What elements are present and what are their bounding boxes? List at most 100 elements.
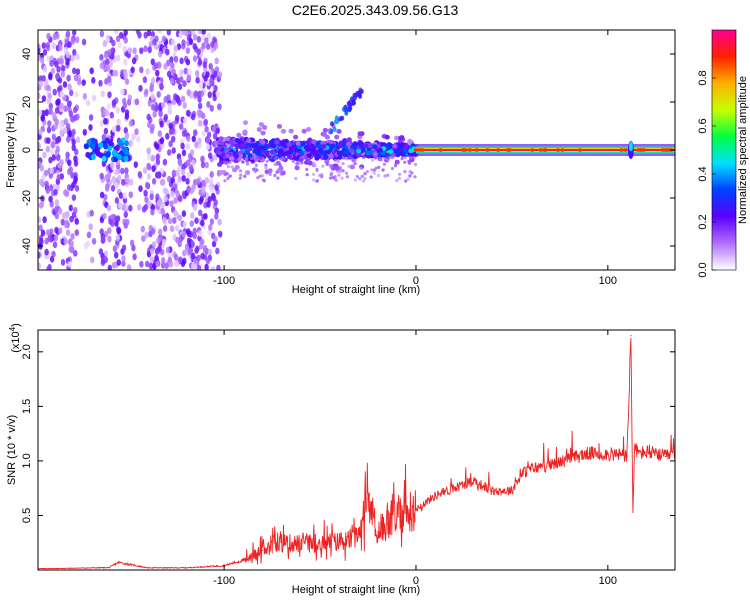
- band-blob: [228, 156, 235, 161]
- band-blob: [337, 141, 343, 147]
- noise-blob: [197, 96, 202, 103]
- noise-blob: [201, 188, 206, 195]
- band-blob: [345, 141, 351, 147]
- band-blob: [306, 153, 312, 159]
- noise-blob: [145, 68, 150, 75]
- noise-blob: [45, 145, 50, 153]
- noise-blob: [67, 130, 72, 138]
- noise-blob: [177, 83, 183, 90]
- noise-blob: [125, 176, 130, 184]
- noise-blob: [56, 174, 61, 181]
- noise-blob: [38, 251, 41, 259]
- band-tail: [341, 169, 345, 173]
- band-blob: [277, 149, 283, 155]
- snr-data-point: [415, 508, 417, 510]
- band-blob: [260, 139, 266, 145]
- noise-blob: [74, 229, 80, 237]
- noise-blob: [49, 167, 54, 175]
- noise-blob: [123, 126, 128, 134]
- band-tail: [337, 173, 341, 177]
- noise-blob: [38, 178, 44, 186]
- band-tail: [295, 161, 299, 165]
- noise-blob: [197, 137, 202, 145]
- drift-blob: [352, 100, 356, 106]
- noise-blob: [73, 206, 78, 214]
- noise-blob: [183, 67, 188, 75]
- noise-blob: [53, 234, 59, 242]
- band-blob: [322, 127, 328, 133]
- noise-blob: [203, 213, 208, 220]
- noise-blob: [88, 124, 93, 131]
- noise-blob: [41, 42, 46, 49]
- noise-blob: [104, 174, 109, 181]
- noise-blob: [65, 210, 70, 218]
- noise-blob: [204, 263, 209, 270]
- band-blob: [356, 152, 362, 158]
- band-tail: [255, 156, 259, 160]
- noise-blob: [215, 247, 220, 255]
- noise-blob: [195, 245, 200, 253]
- noise-blob: [47, 235, 52, 243]
- signal-blob: [105, 151, 111, 158]
- band-blob: [324, 134, 330, 140]
- noise-blob: [214, 57, 219, 65]
- noise-blob: [49, 148, 55, 156]
- noise-blob: [70, 54, 76, 62]
- colorbar: 0.0 0.2 0.4 0.6 0.8 Normalized spectral ampl…: [697, 29, 749, 278]
- band-tail: [279, 172, 283, 176]
- noise-blob: [200, 219, 205, 227]
- snr-axes: -100 0 100 0.5 1.0 1.5 2.0: [21, 330, 675, 587]
- snr-data-point: [386, 523, 388, 525]
- noise-blob: [39, 200, 45, 208]
- noise-blob: [86, 99, 91, 107]
- noise-blob: [99, 62, 105, 70]
- noise-blob: [186, 185, 191, 193]
- noise-blob: [143, 203, 149, 211]
- noise-blob: [71, 138, 76, 146]
- band-blob: [392, 143, 398, 149]
- band-blob: [288, 128, 294, 134]
- noise-blob: [116, 259, 122, 266]
- band-tail: [403, 170, 407, 174]
- noise-blob: [168, 122, 173, 130]
- band-tail: [390, 166, 394, 171]
- noise-blob: [204, 125, 209, 133]
- noise-blob: [193, 90, 198, 97]
- noise-blob: [121, 178, 126, 186]
- noise-blob: [51, 133, 56, 141]
- noise-blob: [146, 113, 151, 121]
- band-tail: [238, 169, 243, 173]
- snr-data-point: [281, 542, 283, 544]
- noise-blob: [197, 102, 203, 110]
- band-blob: [395, 148, 401, 154]
- noise-blob: [138, 84, 143, 92]
- noise-blob: [209, 77, 214, 85]
- band-blob: [219, 170, 225, 175]
- band-blob: [225, 136, 231, 142]
- band-blob: [408, 152, 415, 158]
- band-blob: [247, 153, 253, 159]
- noise-blob: [209, 105, 214, 112]
- noise-blob: [99, 191, 105, 199]
- band-tail: [312, 178, 316, 182]
- noise-blob: [186, 135, 191, 143]
- noise-blob: [54, 226, 59, 234]
- noise-blob: [185, 178, 190, 185]
- noise-blob: [46, 32, 51, 40]
- noise-blob: [124, 113, 130, 120]
- noise-blob: [73, 74, 79, 82]
- band-blob: [260, 130, 266, 136]
- band-tail: [334, 178, 338, 182]
- noise-blob: [181, 231, 187, 238]
- noise-blob: [174, 224, 180, 232]
- noise-blob: [113, 168, 118, 176]
- noise-blob: [54, 118, 59, 126]
- noise-blob: [145, 260, 150, 268]
- noise-blob: [162, 238, 167, 246]
- band-tail: [358, 177, 362, 181]
- noise-blob: [124, 167, 129, 175]
- noise-blob: [198, 242, 204, 250]
- noise-blob: [38, 109, 43, 117]
- noise-blob: [54, 212, 59, 220]
